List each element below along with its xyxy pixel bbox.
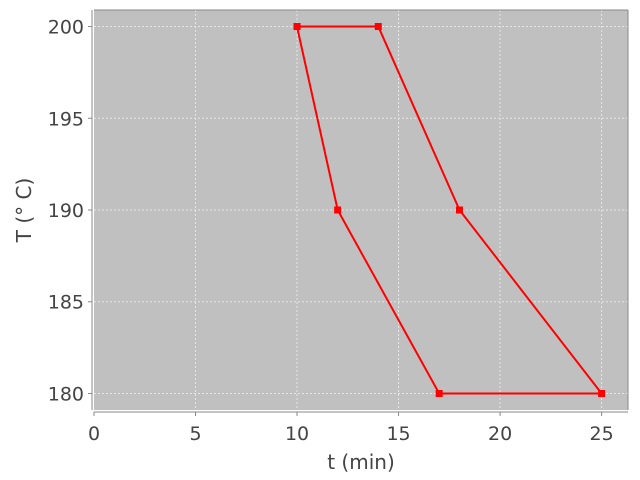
grid (94, 10, 628, 410)
data-point-marker (293, 23, 301, 31)
x-tick-label: 5 (189, 423, 201, 445)
y-tick-label: 195 (48, 108, 84, 130)
series (293, 23, 606, 397)
y-tick-label: 185 (48, 292, 84, 314)
y-tick-label: 200 (48, 17, 84, 39)
x-tick-label: 25 (590, 423, 614, 445)
y-tick-label: 190 (48, 200, 84, 222)
axes (88, 9, 629, 416)
data-point-marker (374, 23, 382, 31)
x-tick-label: 15 (386, 423, 410, 445)
data-point-marker (334, 206, 342, 214)
data-point-marker (598, 389, 606, 397)
x-axis-label: t (min) (327, 450, 395, 474)
y-axis-label: T (° C) (12, 178, 36, 244)
data-point-marker (455, 206, 463, 214)
y-tick-label: 180 (48, 383, 84, 405)
x-tick-label: 10 (285, 423, 309, 445)
tick-labels: 0 5 10 15 20 25 180 185 190 195 200 (48, 17, 614, 445)
data-point-marker (435, 389, 443, 397)
x-tick-label: 20 (488, 423, 512, 445)
x-tick-label: 0 (88, 423, 100, 445)
